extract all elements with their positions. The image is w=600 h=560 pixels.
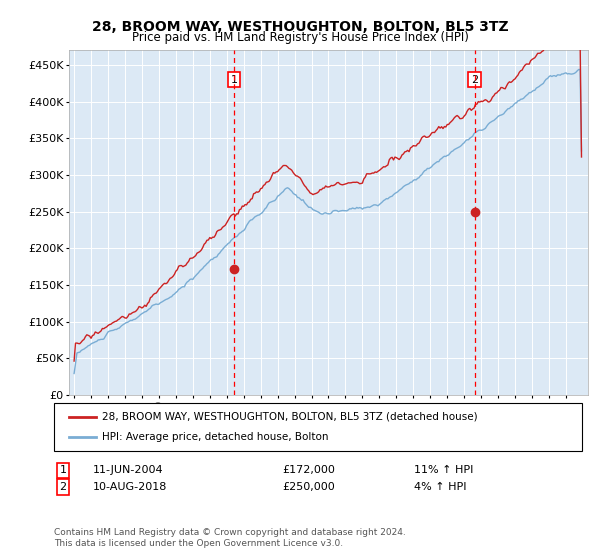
Text: HPI: Average price, detached house, Bolton: HPI: Average price, detached house, Bolt… xyxy=(102,432,329,442)
Text: 2: 2 xyxy=(471,74,478,85)
Text: £250,000: £250,000 xyxy=(282,482,335,492)
Text: Contains HM Land Registry data © Crown copyright and database right 2024.
This d: Contains HM Land Registry data © Crown c… xyxy=(54,528,406,548)
Text: 4% ↑ HPI: 4% ↑ HPI xyxy=(414,482,467,492)
Text: 1: 1 xyxy=(230,74,238,85)
Text: 11% ↑ HPI: 11% ↑ HPI xyxy=(414,465,473,475)
Text: 10-AUG-2018: 10-AUG-2018 xyxy=(93,482,167,492)
Text: £172,000: £172,000 xyxy=(282,465,335,475)
Text: 2: 2 xyxy=(59,482,67,492)
Text: Price paid vs. HM Land Registry's House Price Index (HPI): Price paid vs. HM Land Registry's House … xyxy=(131,31,469,44)
Text: 1: 1 xyxy=(59,465,67,475)
Text: 11-JUN-2004: 11-JUN-2004 xyxy=(93,465,164,475)
Text: 28, BROOM WAY, WESTHOUGHTON, BOLTON, BL5 3TZ: 28, BROOM WAY, WESTHOUGHTON, BOLTON, BL5… xyxy=(92,20,508,34)
Text: 28, BROOM WAY, WESTHOUGHTON, BOLTON, BL5 3TZ (detached house): 28, BROOM WAY, WESTHOUGHTON, BOLTON, BL5… xyxy=(102,412,478,422)
